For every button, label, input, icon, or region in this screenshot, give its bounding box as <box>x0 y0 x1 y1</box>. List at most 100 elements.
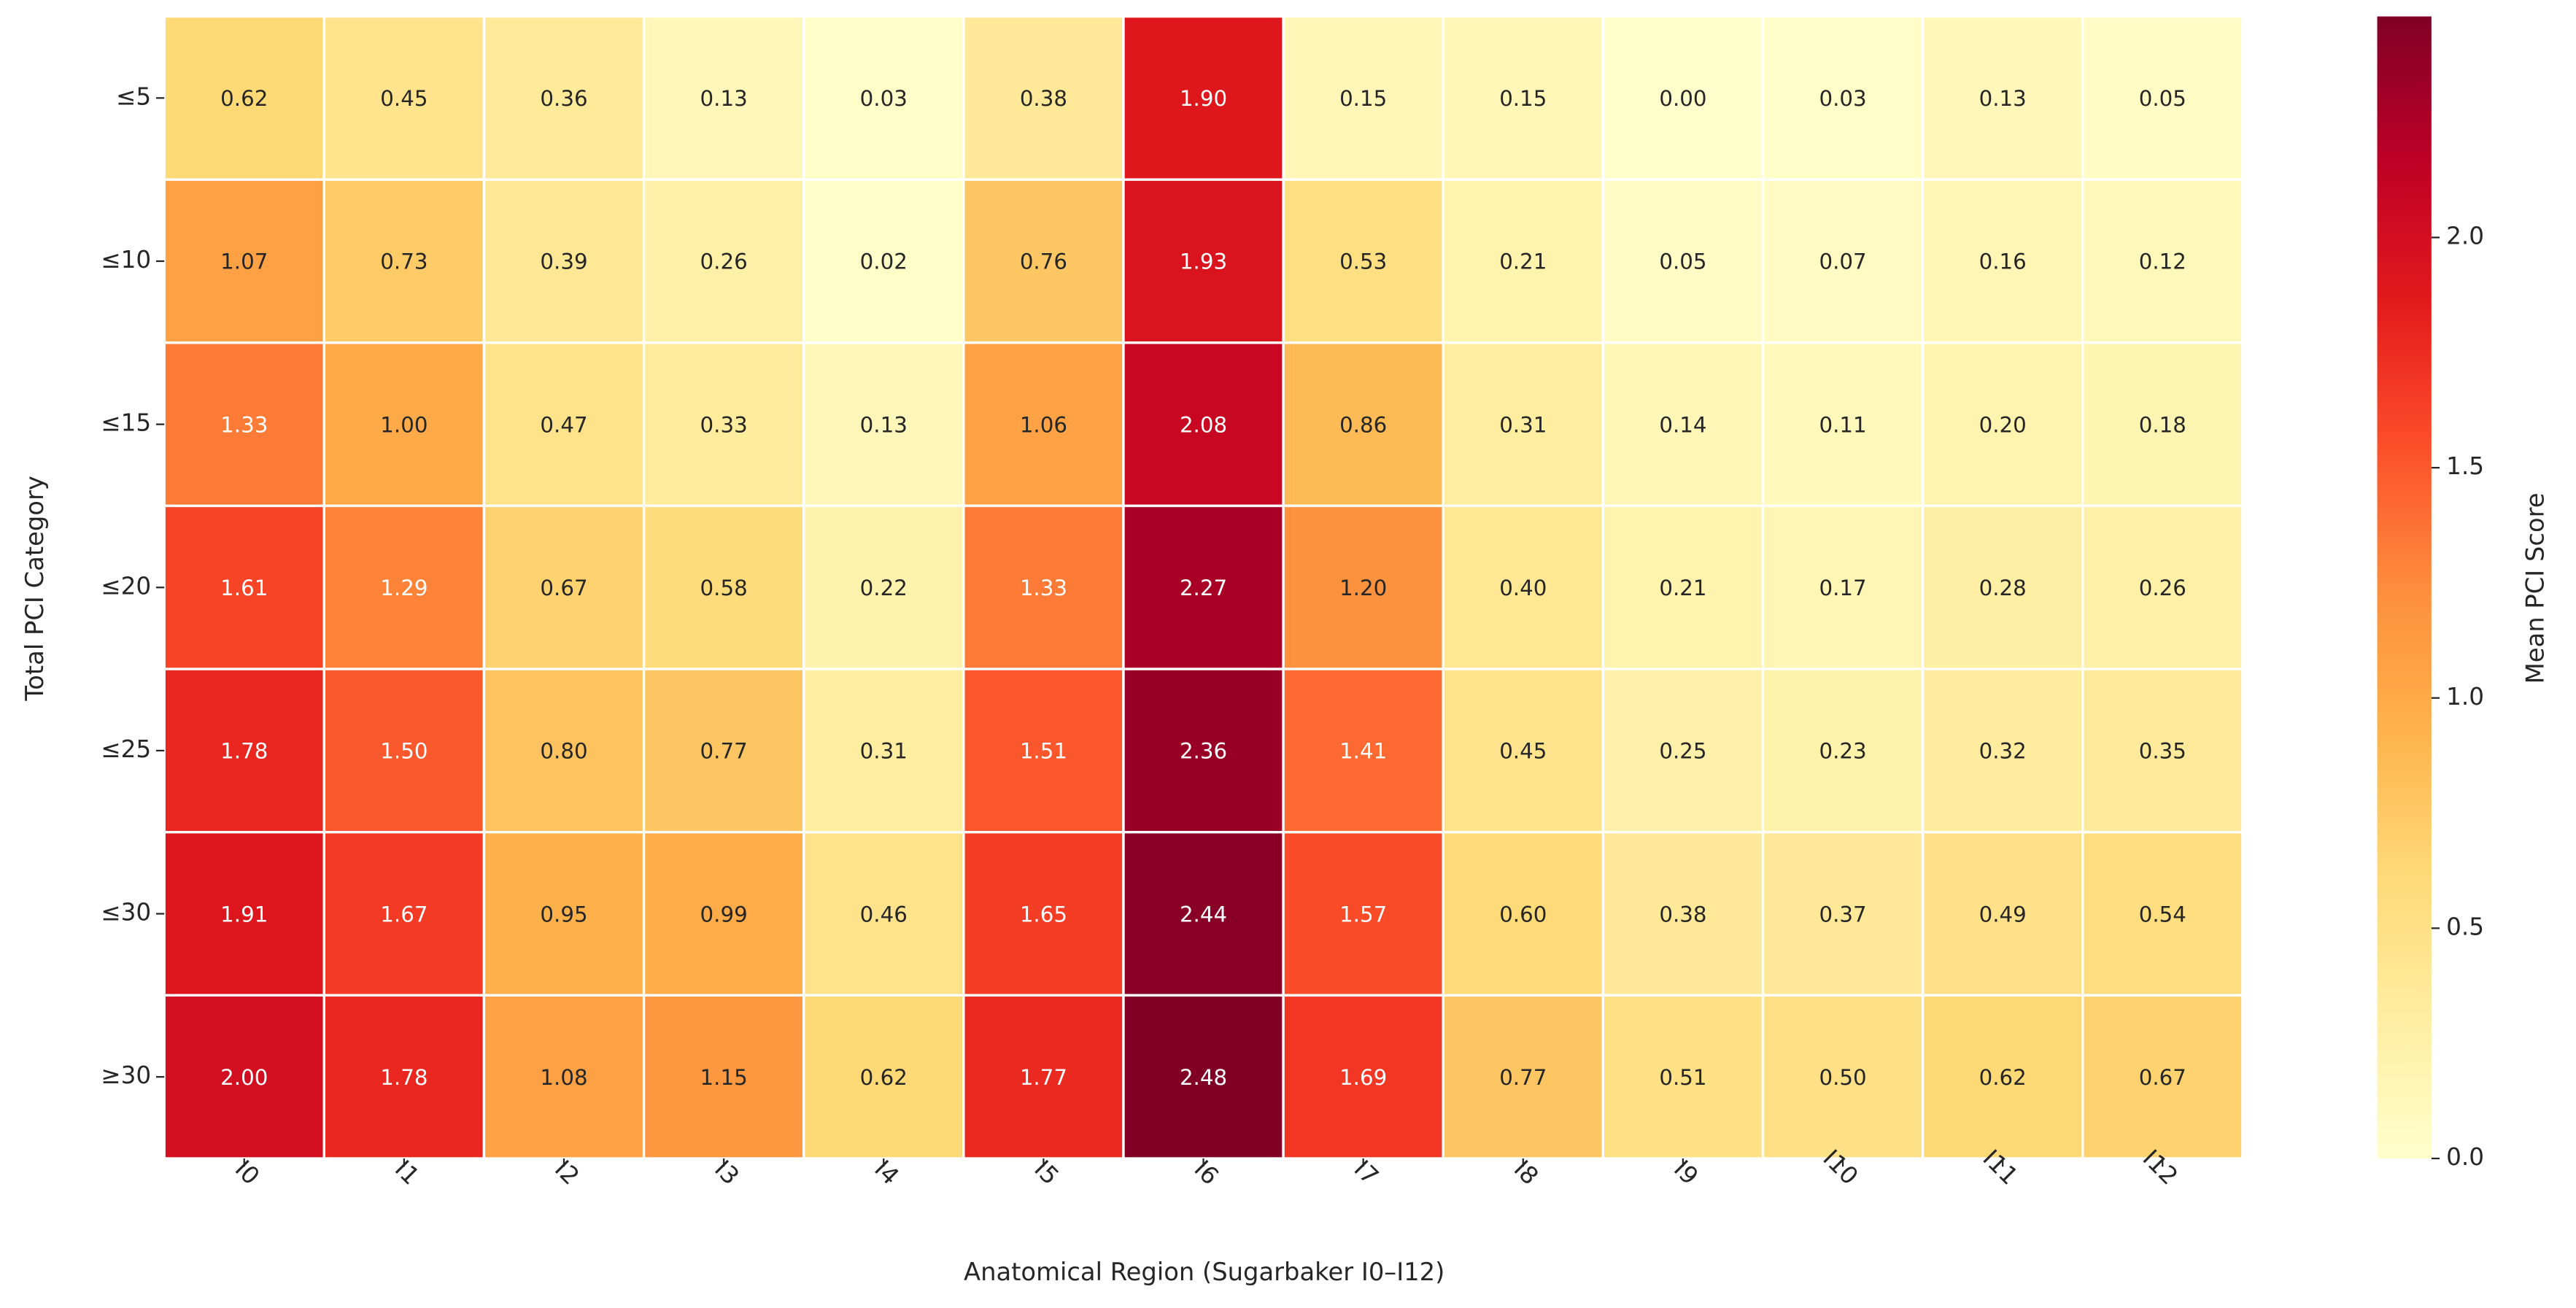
cell-value-label: 1.15 <box>700 1065 748 1090</box>
cell-value-label: 0.37 <box>1819 902 1866 926</box>
heatmap-cell <box>802 831 965 997</box>
heatmap-cell <box>642 667 805 834</box>
heatmap-cell <box>1282 831 1444 997</box>
cell-value-label: 0.00 <box>1659 86 1706 111</box>
cell-value-label: 0.05 <box>1659 249 1706 274</box>
heatmap-cell <box>1601 831 1765 997</box>
heatmap-cell <box>802 178 965 344</box>
cell-value-label: 1.06 <box>1020 412 1067 437</box>
cell-value-label: 2.44 <box>1180 902 1227 926</box>
heatmap-cell <box>802 341 965 508</box>
heatmap-cell <box>1921 341 2084 508</box>
heatmap-cell <box>642 994 805 1160</box>
cell-value-label: 2.36 <box>1180 739 1227 764</box>
y-axis-label: Total PCI Category <box>20 476 49 702</box>
cell-value-label: 0.21 <box>1499 249 1547 274</box>
cell-value-label: 1.67 <box>380 902 428 926</box>
cell-value-label: 0.38 <box>1659 902 1706 926</box>
cell-value-label: 1.78 <box>220 739 268 764</box>
cell-value-label: 0.25 <box>1659 739 1706 764</box>
heatmap-cell <box>482 504 646 670</box>
heatmap-cell <box>322 667 486 834</box>
cell-value-label: 2.27 <box>1180 576 1227 600</box>
heatmap-cell <box>482 178 646 344</box>
cell-value-label: 1.65 <box>1020 902 1067 926</box>
heatmap-cell <box>1282 15 1444 181</box>
cell-value-label: 0.73 <box>380 249 428 274</box>
cell-value-label: 0.18 <box>2139 412 2186 437</box>
heatmap-cell <box>1601 341 1765 508</box>
heatmap-cell <box>1282 178 1444 344</box>
y-tick-label: ≤10 <box>101 246 151 274</box>
cell-value-label: 0.07 <box>1819 249 1866 274</box>
cell-value-label: 1.93 <box>1180 249 1227 274</box>
cell-value-label: 0.31 <box>860 739 908 764</box>
cell-value-label: 0.62 <box>860 1065 908 1090</box>
heatmap-cell <box>1601 178 1765 344</box>
heatmap-cell <box>1601 994 1765 1160</box>
cell-value-label: 0.95 <box>540 902 587 926</box>
cell-value-label: 0.49 <box>1979 902 2027 926</box>
heatmap-cell <box>1442 178 1605 344</box>
heatmap-cell <box>1761 831 1925 997</box>
cell-value-label: 2.48 <box>1180 1065 1227 1090</box>
cell-value-label: 0.58 <box>700 576 748 600</box>
cell-value-label: 0.53 <box>1339 249 1387 274</box>
colorbar-tick-label: 1.0 <box>2446 683 2484 711</box>
heatmap-cell <box>1601 15 1765 181</box>
heatmap-cell <box>962 178 1125 344</box>
heatmap-cell <box>163 994 326 1160</box>
x-tick-label: I7 <box>1349 1155 1384 1190</box>
cell-value-label: 0.60 <box>1499 902 1547 926</box>
heatmap-cell <box>1921 504 2084 670</box>
cell-value-label: 1.61 <box>220 576 268 600</box>
cell-value-label: 0.46 <box>860 902 908 926</box>
cell-value-label: 1.29 <box>380 576 428 600</box>
cell-value-label: 0.67 <box>540 576 587 600</box>
heatmap-cell <box>482 667 646 834</box>
cell-value-label: 0.38 <box>1020 86 1067 111</box>
cell-value-label: 0.62 <box>1979 1065 2027 1090</box>
cell-value-label: 0.32 <box>1979 739 2027 764</box>
heatmap-cell <box>962 994 1125 1160</box>
cell-value-label: 1.91 <box>220 902 268 926</box>
y-tick-label: ≥30 <box>101 1061 151 1089</box>
heatmap-cell <box>2081 831 2244 997</box>
heatmap-cell <box>163 15 326 181</box>
cell-value-label: 1.57 <box>1339 902 1387 926</box>
cell-value-label: 0.80 <box>540 739 587 764</box>
colorbar-tick-label: 2.0 <box>2446 222 2484 250</box>
heatmap-cell <box>1442 504 1605 670</box>
cell-value-label: 0.02 <box>860 249 908 274</box>
heatmap-cell <box>322 15 486 181</box>
heatmap-cell <box>1122 994 1285 1160</box>
cell-value-label: 0.40 <box>1499 576 1547 600</box>
cell-value-label: 0.31 <box>1499 412 1547 437</box>
cell-value-label: 0.15 <box>1499 86 1547 111</box>
heatmap-cell <box>642 178 805 344</box>
heatmap-cell <box>1601 504 1765 670</box>
colorbar-tick-label: 0.5 <box>2446 913 2484 940</box>
x-tick-label: I5 <box>1029 1155 1064 1190</box>
heatmap-cell <box>1122 504 1285 670</box>
cell-value-label: 0.76 <box>1020 249 1067 274</box>
y-tick-label: ≤15 <box>101 409 151 437</box>
cell-value-label: 0.51 <box>1659 1065 1706 1090</box>
y-tick-label: ≤20 <box>101 572 151 600</box>
heatmap-cell <box>1122 667 1285 834</box>
heatmap-cell <box>163 341 326 508</box>
cell-value-label: 1.08 <box>540 1065 587 1090</box>
cell-value-label: 1.51 <box>1020 739 1067 764</box>
cell-value-label: 0.39 <box>540 249 587 274</box>
x-tick-label: I4 <box>869 1155 904 1190</box>
heatmap-cell <box>1921 15 2084 181</box>
cell-value-label: 0.45 <box>1499 739 1547 764</box>
heatmap-cell <box>1761 994 1925 1160</box>
cell-value-label: 0.86 <box>1339 412 1387 437</box>
y-tick-label: ≤30 <box>101 899 151 926</box>
x-tick-label: I6 <box>1189 1155 1224 1190</box>
cell-value-label: 1.20 <box>1339 576 1387 600</box>
heatmap-cell <box>1921 178 2084 344</box>
cell-value-label: 0.99 <box>700 902 748 926</box>
cell-value-label: 0.03 <box>860 86 908 111</box>
